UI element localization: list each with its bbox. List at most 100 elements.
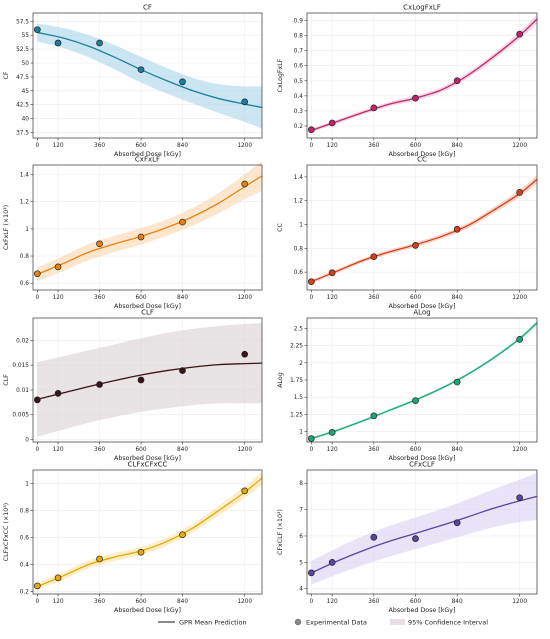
x-tick-label: 360 (368, 143, 379, 149)
y-tick-label: 0.8 (294, 246, 304, 252)
data-point (307, 435, 315, 442)
confidence-band (311, 472, 537, 585)
x-tick-label: 840 (177, 295, 188, 301)
y-tick-label: 42.5 (16, 103, 29, 109)
confidence-band (37, 322, 262, 437)
x-tick-label: 1200 (512, 599, 527, 605)
x-tick-label: 1200 (237, 143, 252, 149)
x-tick-label: 120 (327, 295, 338, 301)
data-point (412, 242, 419, 249)
data-point (328, 119, 336, 127)
chart-title: CLFxCFxCC (128, 461, 168, 469)
x-tick-label: 0 (309, 295, 313, 301)
y-tick-label: 1.5 (294, 395, 304, 401)
y-tick-label: 57.5 (16, 19, 29, 25)
y-tick-label: 1.75 (290, 378, 303, 384)
x-axis-label: Absorbed Dose [kGy] (389, 151, 456, 158)
y-axis-label: ALog (277, 372, 284, 388)
y-tick-label: 6 (299, 534, 303, 540)
data-point (516, 30, 523, 38)
data-point (241, 487, 249, 495)
chart-panels: 0 120 360 600 840 120037.54042.54547.55052.55… (3, 4, 538, 614)
y-tick-label: 50 (22, 61, 30, 67)
plot-frame (306, 12, 538, 139)
data-point (54, 574, 62, 582)
data-point (179, 218, 186, 226)
x-axis-label: Absorbed Dose [kGy] (389, 607, 456, 614)
x-tick-label: 840 (452, 143, 463, 149)
data-point (370, 412, 378, 420)
data-point (412, 397, 419, 405)
y-tick-label: 0.5 (294, 79, 304, 85)
data-point (33, 396, 41, 404)
x-tick-label: 600 (135, 599, 146, 605)
data-point (54, 39, 62, 47)
x-tick-label: 360 (368, 295, 379, 301)
x-tick-label: 0 (35, 599, 39, 605)
data-point (96, 555, 103, 563)
y-tick-label: 1 (25, 481, 29, 487)
chart-title: CFxCLF (409, 461, 435, 469)
x-axis-label: Absorbed Dose [kGy] (114, 607, 181, 614)
plot-frame (306, 469, 538, 595)
mean-prediction-line (311, 178, 538, 283)
x-tick-label: 840 (177, 599, 188, 605)
y-axis-label: CxLogFxLF (277, 58, 284, 92)
mean-prediction-line (37, 477, 263, 588)
data-point (453, 519, 461, 527)
y-tick-label: 2.25 (290, 344, 303, 350)
y-tick-label: 0.6 (294, 64, 304, 70)
data-point (33, 270, 41, 278)
data-point (179, 367, 186, 374)
x-tick-label: 120 (327, 447, 338, 453)
x-tick-label: 600 (410, 599, 421, 605)
y-tick-label: 8 (299, 481, 303, 487)
mean-prediction-line (37, 175, 263, 275)
y-axis-label: CF (3, 71, 10, 79)
data-point (33, 26, 41, 34)
x-tick-label: 120 (327, 599, 338, 605)
data-point (307, 278, 315, 286)
x-tick-label: 120 (53, 599, 64, 605)
x-tick-label: 0 (35, 143, 39, 149)
data-point (516, 189, 523, 196)
x-tick-label: 0 (35, 295, 39, 301)
chart-panel-cxlogfxlf: 0 120 360 600 840 1200 0.2 0.3 0.4 0.5 0.6 0.7 0.8 0.… (277, 4, 538, 158)
legend-marker-swatch (294, 618, 302, 626)
y-tick-label: 1 (299, 223, 303, 229)
x-tick-label: 360 (94, 143, 105, 149)
chart-panel-cxfxlf: 0 120 360 600 840 1200 0.6 0.8 1 1.2 1.4 CxFxLF Abso… (3, 156, 263, 310)
y-tick-label: 0.6 (20, 281, 30, 287)
y-tick-label: 0.8 (294, 34, 304, 40)
x-tick-label: 360 (94, 447, 105, 453)
data-point (96, 39, 103, 47)
x-tick-label: 0 (35, 447, 39, 453)
y-tick-label: 1.2 (20, 200, 30, 206)
chart-title: CLF (141, 309, 154, 317)
chart-panel-clf: 0 120 360 600 840 1200 0 0.005 0.01 0.015 0.02 CLF A… (3, 309, 263, 462)
x-tick-label: 120 (327, 143, 338, 149)
x-tick-label: 1200 (512, 447, 527, 453)
x-tick-label: 360 (368, 447, 379, 453)
x-tick-label: 360 (94, 295, 105, 301)
data-point (307, 126, 315, 134)
x-tick-label: 0 (309, 143, 313, 149)
y-tick-label: 0.3 (294, 109, 304, 115)
x-axis-label: Absorbed Dose [kGy] (114, 303, 181, 310)
x-tick-label: 120 (53, 295, 64, 301)
data-point (328, 558, 336, 566)
x-tick-label: 840 (177, 143, 188, 149)
data-point (96, 240, 103, 248)
y-tick-label: 0.8 (20, 254, 30, 260)
legend-label-ci: 95% Confidence Interval (408, 619, 488, 627)
data-point (328, 429, 336, 436)
y-tick-label: 0.015 (12, 363, 29, 369)
data-point (54, 263, 62, 271)
plot-frame (32, 469, 263, 595)
mean-prediction-line (37, 31, 263, 109)
data-point (137, 376, 145, 384)
data-point (137, 548, 145, 556)
y-tick-label: 55 (22, 33, 30, 39)
x-tick-label: 0 (309, 447, 313, 453)
